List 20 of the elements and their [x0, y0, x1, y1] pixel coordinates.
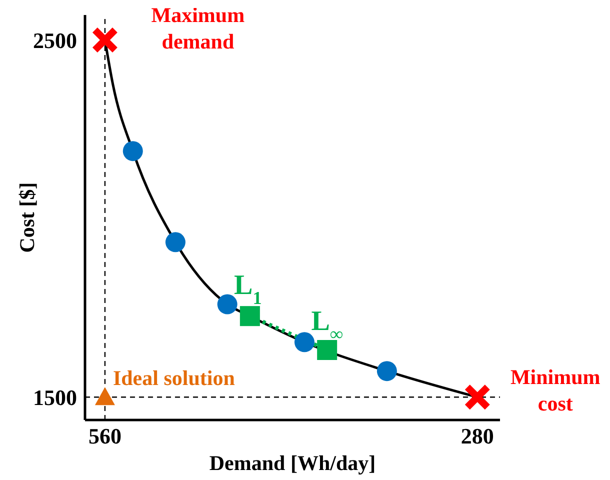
annotation: L$_{1}$	[234, 270, 262, 308]
point	[122, 141, 143, 162]
y-axis-title: Cost [$]	[15, 182, 39, 253]
y-tick-label: 1500	[33, 384, 77, 410]
point	[94, 387, 115, 406]
x-axis-title: Demand [Wh/day]	[209, 451, 376, 475]
point	[317, 340, 338, 360]
point	[165, 232, 186, 252]
annotation: Ideal solution	[112, 366, 236, 390]
point	[240, 306, 260, 326]
point	[376, 361, 397, 382]
y-tick-label: 2500	[33, 28, 77, 53]
x-tick-label: 560	[88, 424, 122, 449]
annotation: L$_{∞}$	[311, 306, 343, 344]
point	[217, 294, 238, 314]
point	[91, 26, 118, 54]
point	[464, 384, 491, 411]
annotation: Minimum cost	[510, 365, 601, 416]
x-tick-label: 280	[460, 424, 494, 449]
point	[294, 332, 314, 352]
